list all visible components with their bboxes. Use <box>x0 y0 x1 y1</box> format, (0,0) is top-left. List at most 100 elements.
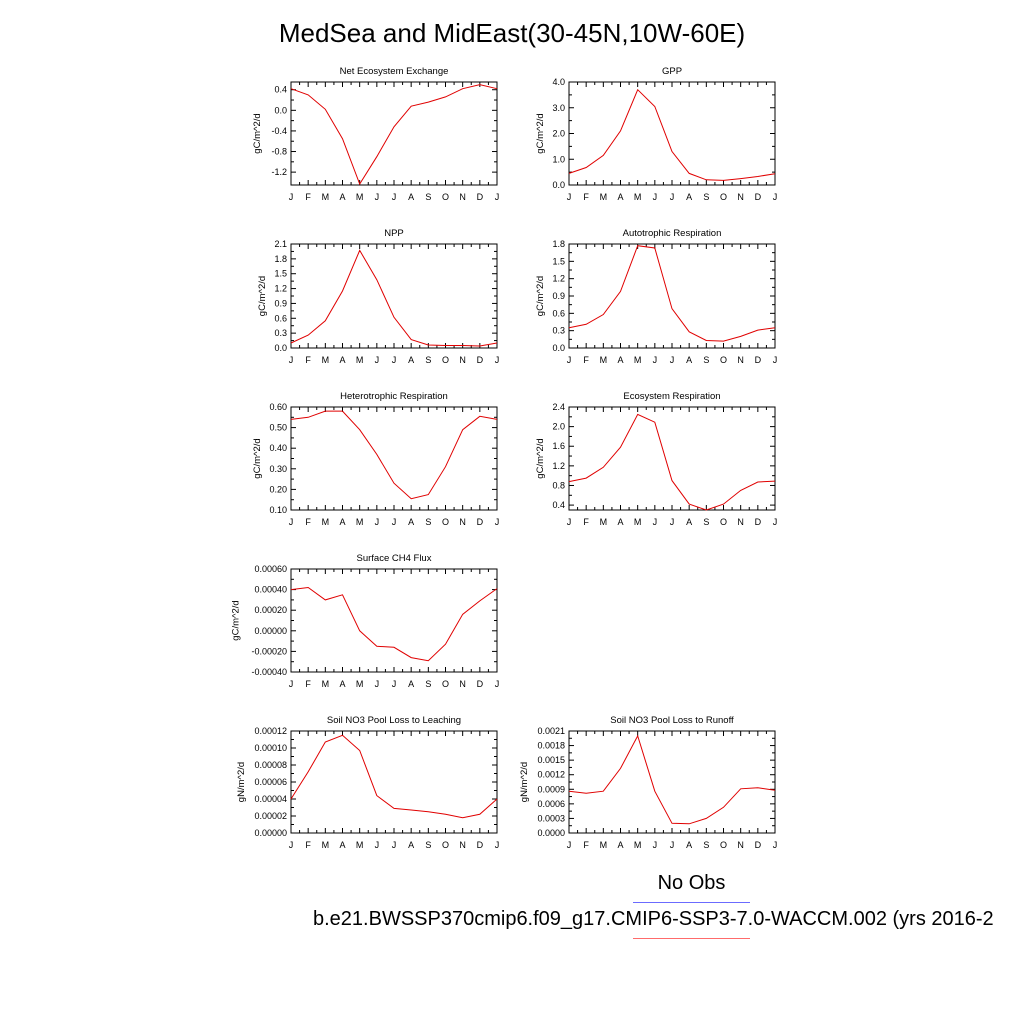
x-tick-label: N <box>459 679 466 689</box>
y-tick-label: 0.00000 <box>254 626 287 636</box>
x-tick-label: J <box>495 355 500 365</box>
y-tick-label: 0.9 <box>552 291 565 301</box>
x-tick-label: D <box>755 192 762 202</box>
x-tick-label: J <box>392 840 397 850</box>
y-tick-label: 0.0 <box>552 343 565 353</box>
y-tick-label: 0.0 <box>274 343 287 353</box>
x-tick-label: J <box>653 355 658 365</box>
x-tick-label: S <box>703 355 709 365</box>
x-tick-label: M <box>600 840 608 850</box>
series-line <box>568 413 776 511</box>
y-tick-label: 0.00040 <box>254 585 287 595</box>
chart-panel: J F M A M J J A S O N D J0.00000.00030.00060.00090.0… <box>519 715 777 850</box>
y-tick-label: 0.00010 <box>254 743 287 753</box>
y-tick-label: 0.0006 <box>537 799 565 809</box>
x-tick-label: S <box>425 192 431 202</box>
x-tick-label: J <box>670 355 675 365</box>
x-tick-label: J <box>375 517 380 527</box>
x-tick-label: O <box>442 517 449 527</box>
x-tick-label: A <box>617 517 623 527</box>
x-tick-label: S <box>703 517 709 527</box>
legend-obs-line <box>633 902 750 903</box>
y-tick-label: 0.3 <box>274 328 287 338</box>
x-tick-label: A <box>339 192 345 202</box>
y-tick-label: 1.5 <box>552 256 565 266</box>
y-tick-label: -0.8 <box>271 147 287 157</box>
plot-frame <box>290 81 498 186</box>
x-tick-label: A <box>408 840 414 850</box>
series-line <box>568 734 776 825</box>
x-tick-label: M <box>356 679 364 689</box>
x-tick-label: O <box>442 355 449 365</box>
x-tick-label: N <box>737 840 744 850</box>
series-line <box>568 245 776 342</box>
y-axis-label: gC/m^2/d <box>535 113 546 153</box>
y-tick-label: 0.00060 <box>254 564 287 574</box>
x-tick-label: F <box>583 192 589 202</box>
plot-frame <box>290 243 498 349</box>
y-tick-label: 0.30 <box>269 464 287 474</box>
x-tick-label: O <box>442 840 449 850</box>
y-tick-label: 0.00008 <box>254 760 287 770</box>
x-tick-label: M <box>322 679 330 689</box>
y-tick-label: 0.0 <box>552 180 565 190</box>
x-tick-label: N <box>459 517 466 527</box>
y-axis-label: gC/m^2/d <box>257 276 268 316</box>
y-tick-label: 0.0 <box>274 105 287 115</box>
y-tick-label: 0.4 <box>274 85 287 95</box>
y-tick-label: 3.0 <box>552 103 565 113</box>
x-tick-label: J <box>495 517 500 527</box>
legend-model-line <box>633 938 750 939</box>
x-tick-label: N <box>459 840 466 850</box>
page-title: MedSea and MidEast(30-45N,10W-60E) <box>278 18 746 48</box>
x-tick-label: J <box>289 517 294 527</box>
series-line <box>290 734 498 819</box>
chart-title: Autotrophic Respiration <box>623 228 722 239</box>
x-tick-label: O <box>720 517 727 527</box>
chart-title: NPP <box>384 228 404 239</box>
x-tick-label: D <box>477 679 484 689</box>
y-tick-label: 0.3 <box>552 326 565 336</box>
y-tick-label: 0.40 <box>269 443 287 453</box>
x-tick-label: J <box>653 840 658 850</box>
plot-frame <box>568 406 776 511</box>
y-tick-label: 0.00020 <box>254 605 287 615</box>
y-tick-label: 0.0009 <box>537 784 565 794</box>
y-tick-label: 1.5 <box>274 269 287 279</box>
y-tick-label: -0.00040 <box>251 667 287 677</box>
x-tick-label: J <box>653 192 658 202</box>
x-tick-label: F <box>305 517 311 527</box>
chart-panel: J F M A M J J A S O N D J0.40.81.21.62.02.4Ecosystem… <box>535 391 777 527</box>
x-tick-label: F <box>305 679 311 689</box>
y-tick-label: 0.00000 <box>254 828 287 838</box>
chart-panel: J F M A M J J A S O N D J0.100.200.300.400.500.60Het… <box>252 391 499 527</box>
y-tick-label: 1.8 <box>552 239 565 249</box>
chart-title: Ecosystem Respiration <box>623 391 720 402</box>
x-tick-label: J <box>495 679 500 689</box>
y-axis-label: gC/m^2/d <box>535 276 546 316</box>
x-tick-label: A <box>408 192 414 202</box>
series-line <box>568 88 776 181</box>
x-tick-label: M <box>322 517 330 527</box>
x-tick-label: M <box>356 355 364 365</box>
y-tick-label: 0.6 <box>274 313 287 323</box>
x-tick-label: J <box>289 355 294 365</box>
chart-title: Soil NO3 Pool Loss to Leaching <box>327 715 461 726</box>
x-tick-label: S <box>425 355 431 365</box>
chart-title: Heterotrophic Respiration <box>340 391 448 402</box>
x-tick-label: A <box>339 679 345 689</box>
x-tick-label: F <box>583 517 589 527</box>
x-tick-label: J <box>289 840 294 850</box>
plot-frame <box>568 730 776 834</box>
x-tick-label: J <box>773 355 778 365</box>
x-tick-label: S <box>703 840 709 850</box>
chart-title: GPP <box>662 66 682 77</box>
plot-frame <box>568 243 776 349</box>
x-tick-label: S <box>425 679 431 689</box>
x-tick-label: D <box>477 192 484 202</box>
x-tick-label: O <box>442 192 449 202</box>
x-tick-label: J <box>670 840 675 850</box>
y-tick-label: 0.50 <box>269 423 287 433</box>
chart-panel: J F M A M J J A S O N D J0.00.30.60.91.21.51.8Autotr… <box>535 228 777 365</box>
